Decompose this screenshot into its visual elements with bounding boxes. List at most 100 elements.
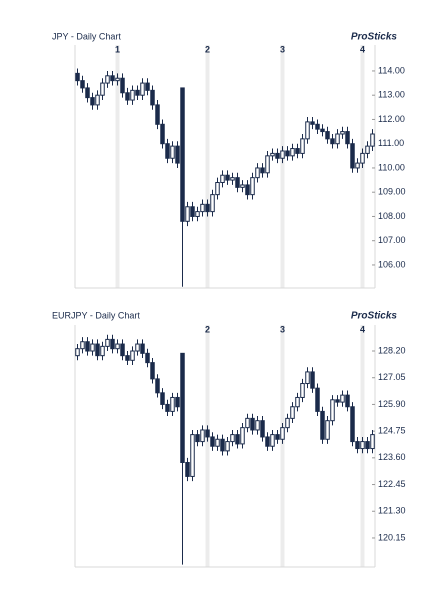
candle-body [140, 343, 145, 354]
x-tick-label: 3 [280, 44, 285, 54]
candle-body [115, 77, 120, 82]
candle-body [110, 338, 115, 350]
x-tick-label: 2 [205, 44, 210, 54]
y-tick-label: 111.00 [378, 138, 404, 148]
y-tick-label: 122.45 [378, 479, 406, 489]
candle-body [135, 89, 140, 96]
candle-body [95, 343, 100, 357]
candle-body [180, 352, 185, 463]
candle-body [150, 89, 155, 106]
candle-body [110, 75, 115, 82]
y-tick-label: 112.00 [378, 114, 405, 124]
candle-body [315, 123, 320, 130]
candle-body [260, 420, 265, 438]
y-tick-label: 109.00 [378, 187, 406, 197]
candle-body [195, 434, 200, 443]
candle-body [210, 436, 215, 447]
candle-body [90, 97, 95, 106]
y-tick-label: 125.90 [378, 399, 406, 409]
candle-body [295, 148, 300, 154]
x-tick-label: 1 [115, 44, 120, 54]
candle-body [125, 92, 130, 101]
candle-body [240, 184, 245, 188]
y-tick-label: 108.00 [378, 211, 406, 221]
candle-body [225, 174, 230, 181]
grid-band [205, 325, 210, 567]
candle-body [335, 133, 340, 145]
candle-body [250, 417, 255, 431]
x-tick-label: 4 [360, 44, 365, 54]
candle-body [180, 87, 185, 222]
candle-body [345, 394, 350, 408]
candle-body [275, 434, 280, 440]
candle-body [85, 87, 90, 99]
candle-body [365, 145, 370, 154]
candle-body [265, 436, 270, 447]
grid-band [115, 45, 120, 288]
candle-body [215, 438, 220, 447]
candle-body [360, 152, 365, 164]
candle-body [160, 123, 165, 145]
candle-body [130, 350, 135, 361]
candle-body [230, 177, 235, 181]
candle-body [255, 167, 260, 179]
x-tick-label: 2 [205, 324, 210, 334]
candle-body [95, 94, 100, 106]
candle-body [90, 343, 95, 352]
candle-body [145, 352, 150, 364]
candle-body [150, 362, 155, 380]
candle-body [325, 420, 330, 440]
candle-body [280, 427, 285, 440]
candle-body [220, 438, 225, 452]
candle-body [325, 131, 330, 140]
candle-body [165, 143, 170, 159]
candle-body [270, 152, 275, 157]
candle-body [370, 133, 375, 147]
candle-body [200, 203, 205, 213]
y-tick-label: 110.00 [378, 162, 405, 172]
candle-body [285, 417, 290, 429]
y-tick-label: 128.20 [378, 345, 406, 355]
candle-body [320, 128, 325, 133]
candle-body [145, 82, 150, 91]
candle-body [260, 167, 265, 174]
candle-body [170, 396, 175, 412]
candle-body [355, 441, 360, 450]
candle-body [190, 206, 195, 217]
chart-title: EURJPY - Daily Chart [52, 310, 140, 320]
candle-body [310, 121, 315, 125]
candle-body [330, 138, 335, 145]
grid-band [280, 45, 285, 288]
candle-body [190, 434, 195, 477]
grid-band [280, 325, 285, 567]
brand: ProSticks [351, 32, 398, 43]
candle-body [350, 406, 355, 443]
y-tick-label: 127.05 [378, 372, 406, 382]
grid-band [205, 45, 210, 288]
candle-body [130, 89, 135, 101]
candle-body [120, 77, 125, 94]
candle-body [295, 396, 300, 408]
candle-body [250, 177, 255, 196]
candle-body [300, 383, 305, 398]
x-tick-label: 3 [280, 324, 285, 334]
candle-body [365, 441, 370, 450]
candle-body [115, 343, 120, 350]
candle-body [370, 434, 375, 450]
candle-body [185, 461, 190, 477]
candle-body [80, 80, 85, 89]
candle-body [360, 441, 365, 450]
candle-body [165, 403, 170, 412]
y-tick-label: 107.00 [378, 235, 406, 245]
x-tick-label: 4 [360, 324, 365, 334]
y-tick-label: 106.00 [378, 259, 406, 269]
y-tick-label: 114.00 [378, 65, 405, 75]
candle-body [135, 343, 140, 352]
candle-body [215, 182, 220, 196]
candle-body [195, 211, 200, 217]
candle-body [340, 394, 345, 403]
candle-body [245, 417, 250, 429]
candle-body [305, 121, 310, 140]
candle-body [335, 399, 340, 403]
candle-body [160, 392, 165, 405]
